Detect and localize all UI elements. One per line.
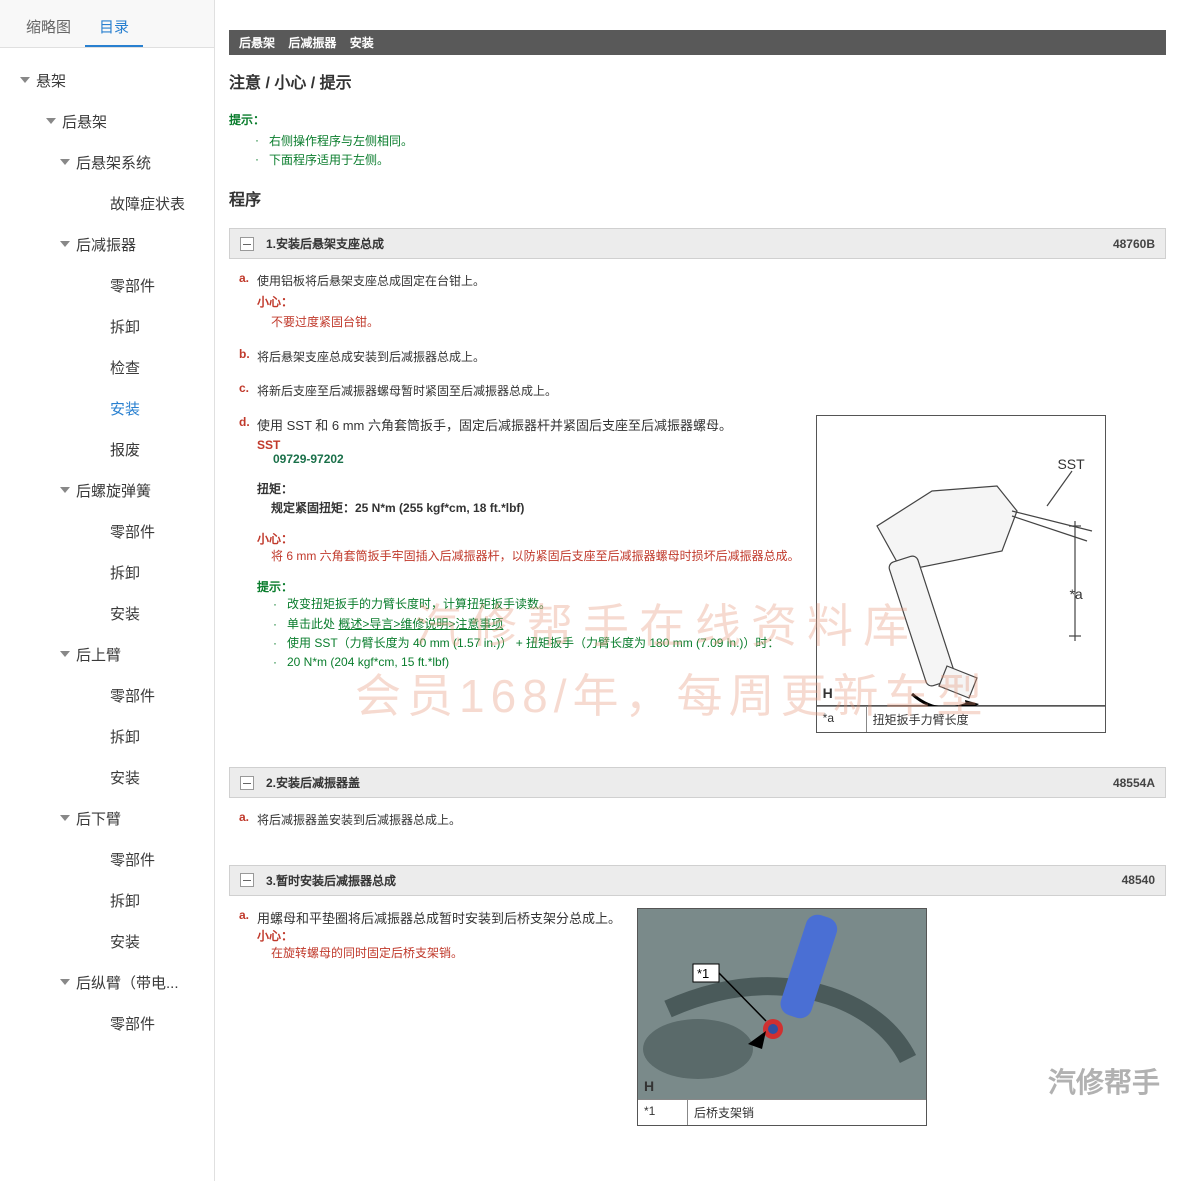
hint-label: 提示：: [257, 578, 800, 595]
substep-letter: d.: [233, 415, 257, 733]
step-3-header[interactable]: 3.暂时安装后减振器总成 48540: [229, 865, 1166, 896]
tree-installation-1[interactable]: 安装: [6, 388, 208, 429]
hint-item: 20 N*m (204 kgf*cm, 15 ft.*lbf): [287, 653, 800, 672]
substep-text: 将新后支座至后减振器螺母暂时紧固至后减振器总成上。: [257, 381, 1162, 401]
diagram-legend-val: 扭矩扳手力臂长度: [867, 707, 1105, 732]
torque-label: 扭矩：: [257, 480, 800, 497]
diagram-a-label: *a: [1069, 586, 1082, 602]
diagram-sst-label: SST: [1057, 456, 1084, 472]
caution-label: 小心：: [257, 530, 800, 547]
hint-item: 使用 SST（力臂长度为 40 mm (1.57 in.)） + 扭矩扳手（力臂…: [287, 634, 800, 653]
tree-removal-2[interactable]: 拆卸: [6, 552, 208, 593]
diagram-legend-val: 后桥支架销: [688, 1100, 926, 1125]
hint-list: 右侧操作程序与左侧相同。 下面程序适用于左侧。: [229, 132, 1166, 170]
step-title: 2.安装后减振器盖: [266, 774, 360, 791]
diagram-h-label: H: [644, 1078, 654, 1094]
hint-item: 下面程序适用于左侧。: [269, 151, 1166, 170]
tree-rear-suspension[interactable]: 后悬架: [6, 101, 208, 142]
caution-label: 小心：: [257, 927, 621, 944]
tree-removal-1[interactable]: 拆卸: [6, 306, 208, 347]
tree-installation-2[interactable]: 安装: [6, 593, 208, 634]
substep-text: 使用 SST 和 6 mm 六角套筒扳手，固定后减振器杆并紧固后支座至后减振器螺…: [257, 415, 800, 434]
nav-tree: 悬架 后悬架 后悬架系统 故障症状表 后减振器 零部件 拆卸 检查 安装 报废 …: [0, 48, 214, 1056]
tree-installation-3[interactable]: 安装: [6, 757, 208, 798]
sidebar-tabs: 缩略图 目录: [0, 0, 214, 48]
tab-thumbnail[interactable]: 缩略图: [12, 8, 85, 47]
hint-item: 右侧操作程序与左侧相同。: [269, 132, 1166, 151]
hint-item: 单击此处 概述>导言>维修说明>注意事项: [287, 615, 800, 634]
breadcrumb-1: 后悬架: [239, 36, 275, 50]
caution-text: 不要过度紧固台钳。: [257, 312, 1162, 332]
tree-rear-suspension-system[interactable]: 后悬架系统: [6, 142, 208, 183]
tree-rear-trailing-arm[interactable]: 后纵臂（带电...: [6, 962, 208, 1003]
section-title-notice: 注意 / 小心 / 提示: [229, 69, 1166, 93]
tree-removal-4[interactable]: 拆卸: [6, 880, 208, 921]
breadcrumb: 后悬架 后减振器 安装: [229, 30, 1166, 55]
step-2-header[interactable]: 2.安装后减振器盖 48554A: [229, 767, 1166, 798]
substep-text: 用螺母和平垫圈将后减振器总成暂时安装到后桥支架分总成上。: [257, 908, 621, 927]
section-title-procedure: 程序: [229, 186, 1166, 210]
tree-inspection-1[interactable]: 检查: [6, 347, 208, 388]
caution-text: 在旋转螺母的同时固定后桥支架销。: [257, 944, 621, 961]
link-overview[interactable]: 概述>导言>维修说明>注意事项: [338, 617, 503, 631]
sst-value: 09729-97202: [257, 452, 800, 466]
substep-text: 使用铝板将后悬架支座总成固定在台钳上。: [257, 271, 1162, 291]
diagram-h-label: H: [823, 685, 833, 701]
step-title: 3.暂时安装后减振器总成: [266, 872, 396, 889]
substep-letter: b.: [233, 347, 257, 367]
tab-toc[interactable]: 目录: [85, 8, 143, 47]
diagram-2-svg: *1: [638, 909, 926, 1099]
tree-components-2[interactable]: 零部件: [6, 511, 208, 552]
diagram-1: SST *a H *a 扭矩扳手力臂长度: [816, 415, 1106, 733]
svg-text:*1: *1: [697, 966, 709, 981]
diagram-legend-key: *a: [817, 707, 867, 732]
tree-suspension[interactable]: 悬架: [6, 60, 208, 101]
tree-disposal-1[interactable]: 报废: [6, 429, 208, 470]
substep-text: 将后减振器盖安装到后减振器总成上。: [257, 810, 1162, 830]
hint-item: 改变扭矩扳手的力臂长度时，计算扭矩扳手读数。: [287, 595, 800, 614]
collapse-icon[interactable]: [240, 237, 254, 251]
tree-symptom-table[interactable]: 故障症状表: [6, 183, 208, 224]
main-content: 后悬架 后减振器 安装 注意 / 小心 / 提示 提示： 右侧操作程序与左侧相同…: [215, 0, 1180, 1181]
tree-components-1[interactable]: 零部件: [6, 265, 208, 306]
step-1-header[interactable]: 1.安装后悬架支座总成 48760B: [229, 228, 1166, 259]
breadcrumb-3: 安装: [350, 36, 374, 50]
step-title: 1.安装后悬架支座总成: [266, 235, 384, 252]
substep-letter: a.: [233, 810, 257, 830]
tree-installation-4[interactable]: 安装: [6, 921, 208, 962]
diagram-2: *1 H *1 后桥支架销: [637, 908, 927, 1126]
step-2-body: a. 将后减振器盖安装到后减振器总成上。: [229, 798, 1166, 850]
part-code: 48540: [1122, 873, 1155, 887]
tree-components-5[interactable]: 零部件: [6, 1003, 208, 1044]
caution-text: 将 6 mm 六角套筒扳手牢固插入后减振器杆，以防紧固后支座至后减振器螺母时损坏…: [257, 547, 800, 564]
tree-rear-upper-arm[interactable]: 后上臂: [6, 634, 208, 675]
tree-rear-coil-spring[interactable]: 后螺旋弹簧: [6, 470, 208, 511]
breadcrumb-2: 后减振器: [288, 36, 336, 50]
step-1-body: a. 使用铝板将后悬架支座总成固定在台钳上。 小心： 不要过度紧固台钳。 b. …: [229, 259, 1166, 753]
tree-rear-absorber[interactable]: 后减振器: [6, 224, 208, 265]
diagram-legend-key: *1: [638, 1100, 688, 1125]
substep-letter: c.: [233, 381, 257, 401]
substep-text: 将后悬架支座总成安装到后减振器总成上。: [257, 347, 1162, 367]
torque-value: 规定紧固扭矩：25 N*m (255 kgf*cm, 18 ft.*lbf): [257, 499, 800, 516]
step-3-body: a. 用螺母和平垫圈将后减振器总成暂时安装到后桥支架分总成上。 小心： 在旋转螺…: [229, 896, 1166, 1146]
caution-label: 小心：: [257, 292, 1162, 312]
part-code: 48554A: [1113, 776, 1155, 790]
tree-components-3[interactable]: 零部件: [6, 675, 208, 716]
substep-letter: a.: [233, 271, 257, 332]
part-code: 48760B: [1113, 237, 1155, 251]
substep-letter: a.: [233, 908, 257, 1126]
collapse-icon[interactable]: [240, 776, 254, 790]
collapse-icon[interactable]: [240, 873, 254, 887]
tree-rear-lower-arm[interactable]: 后下臂: [6, 798, 208, 839]
hint-label: 提示：: [229, 111, 1166, 128]
sidebar: 缩略图 目录 悬架 后悬架 后悬架系统 故障症状表 后减振器 零部件 拆卸 检查…: [0, 0, 215, 1181]
sst-label: SST: [257, 438, 800, 452]
tree-removal-3[interactable]: 拆卸: [6, 716, 208, 757]
tree-components-4[interactable]: 零部件: [6, 839, 208, 880]
